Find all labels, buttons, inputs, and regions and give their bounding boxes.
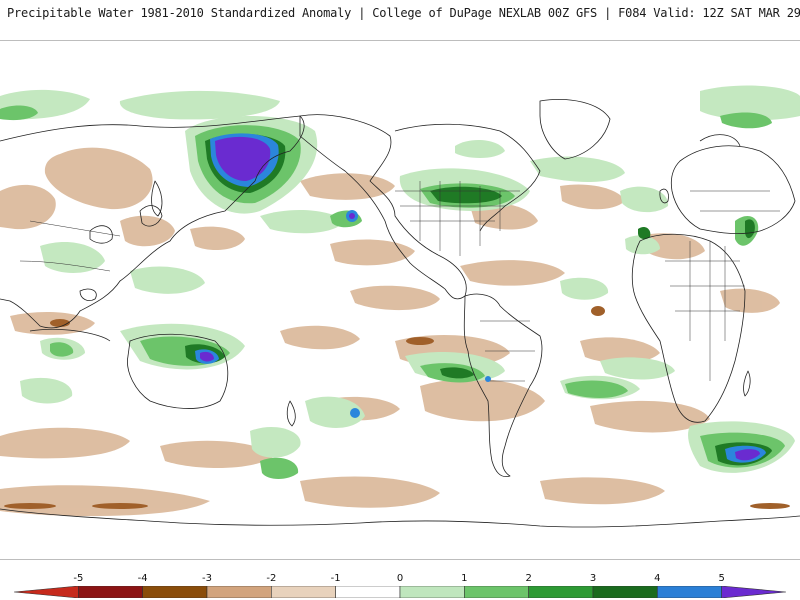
colorbar-segment [271,586,336,598]
colorbar-tick-label: 2 [525,573,532,584]
colorbar-tick-label: 3 [589,573,597,584]
colorbar-segment [528,586,594,598]
colorbar [13,586,787,598]
map-frame[interactable] [0,41,800,560]
colorbar-segment [464,586,529,598]
header: Precipitable Water 1981-2010 Standardize… [0,0,800,41]
colorbar-legend: -5 -4 -3 -2 -1 0 1 2 3 4 5 [0,560,800,600]
colorbar-tick-label: -4 [137,573,148,584]
colorbar-tick-label: -2 [266,573,277,584]
world-map[interactable] [0,41,800,559]
colorbar-segment [721,586,787,598]
colorbar-segment [399,586,465,598]
strong-negative-spots [4,306,790,509]
map-title: Precipitable Water 1981-2010 Standardize… [7,6,800,20]
colorbar-tick-label: 0 [396,573,404,584]
colorbar-segment [78,586,143,598]
colorbar-tick-label: 5 [718,573,725,584]
colorbar-tick-label: -3 [202,573,212,584]
colorbar-segment [335,586,401,598]
colorbar-segment [592,586,658,598]
colorbar-tick-label: 4 [654,573,661,584]
colorbar-segment [13,586,79,598]
colorbar-segment [206,586,272,598]
colorbar-tick-label: -1 [330,573,341,584]
colorbar-tick-label: 1 [461,573,468,584]
colorbar-segment [142,586,208,598]
colorbar-tick-label: -5 [73,573,84,584]
coastlines [0,99,800,528]
political-boundaries [19,181,780,382]
extreme-positive-fields [200,136,760,461]
colorbar-segment [657,586,722,598]
